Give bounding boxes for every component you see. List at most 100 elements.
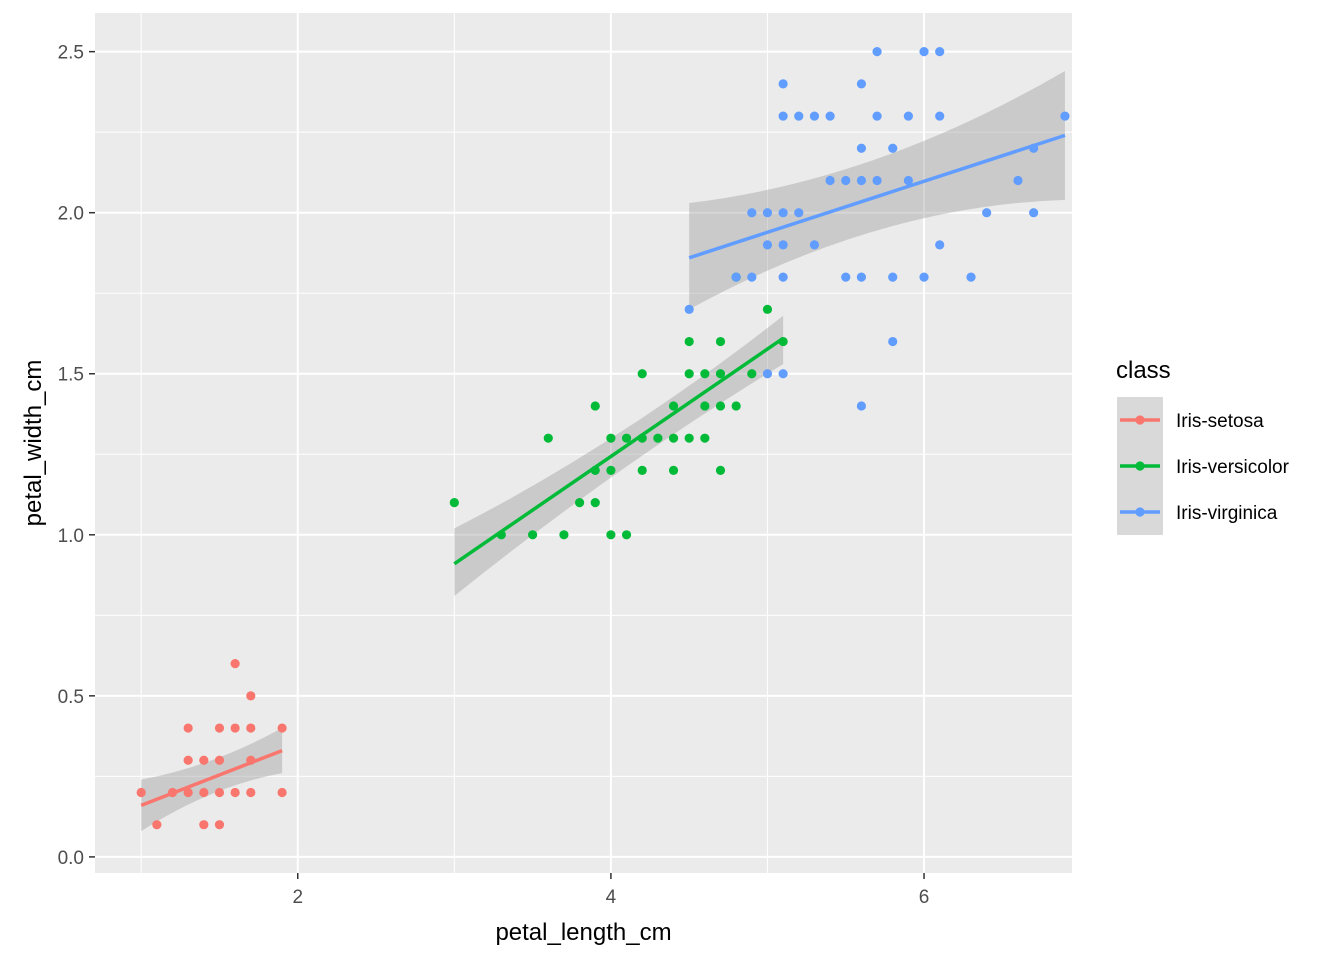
data-point-iris-virginica xyxy=(841,175,851,186)
data-point-iris-virginica xyxy=(872,111,882,121)
legend-key-point xyxy=(1135,415,1145,425)
data-point-iris-setosa xyxy=(246,787,256,798)
data-point-iris-versicolor xyxy=(606,433,616,443)
data-point-iris-versicolor xyxy=(684,433,694,443)
data-point-iris-virginica xyxy=(935,240,945,250)
data-point-iris-virginica xyxy=(966,272,976,282)
data-point-iris-virginica xyxy=(903,111,913,121)
y-tick-label: 1.5 xyxy=(58,365,84,386)
legend: class Iris-setosa Iris-versicolor Iris-virg… xyxy=(1116,357,1290,535)
data-point-iris-versicolor xyxy=(668,433,679,443)
data-point-iris-setosa xyxy=(183,755,193,765)
data-point-iris-versicolor xyxy=(590,497,600,508)
confidence-band-iris-versicolor xyxy=(454,315,784,596)
data-point-iris-virginica xyxy=(747,208,757,218)
data-point-iris-virginica xyxy=(856,272,867,282)
data-point-iris-virginica xyxy=(1060,111,1070,121)
data-point-iris-versicolor xyxy=(637,465,647,475)
confidence-band-iris-virginica xyxy=(689,70,1065,310)
data-point-iris-virginica xyxy=(1013,175,1023,186)
plot-panel xyxy=(95,13,1072,873)
data-point-iris-setosa xyxy=(246,691,256,701)
data-point-iris-versicolor xyxy=(731,401,741,411)
data-point-iris-versicolor xyxy=(715,369,726,379)
legend-key-point xyxy=(1135,507,1145,517)
data-point-iris-versicolor xyxy=(684,336,694,347)
fit-lines xyxy=(140,133,1066,807)
data-point-iris-setosa xyxy=(183,723,193,733)
data-point-iris-setosa xyxy=(136,787,146,798)
y-tick-label: 2.0 xyxy=(58,204,84,225)
data-point-iris-setosa xyxy=(199,787,209,798)
data-point-iris-virginica xyxy=(731,272,741,282)
data-point-iris-setosa xyxy=(152,820,162,830)
data-point-iris-virginica xyxy=(935,47,945,57)
data-point-iris-virginica xyxy=(762,240,773,250)
legend-key-point xyxy=(1135,461,1145,471)
data-point-iris-versicolor xyxy=(715,465,726,475)
data-point-iris-versicolor xyxy=(637,369,647,379)
data-point-iris-versicolor xyxy=(559,530,569,540)
data-point-iris-versicolor xyxy=(700,401,710,411)
x-tick-label: 2 xyxy=(292,887,303,908)
data-point-iris-virginica xyxy=(856,79,867,89)
x-tick-label: 6 xyxy=(919,887,930,908)
legend-label-iris-versicolor: Iris-versicolor xyxy=(1176,457,1290,478)
data-point-iris-virginica xyxy=(825,175,835,186)
data-point-iris-versicolor xyxy=(606,465,616,475)
data-point-iris-virginica xyxy=(809,111,820,121)
legend-label-iris-virginica: Iris-virginica xyxy=(1176,503,1278,524)
data-point-iris-virginica xyxy=(888,272,898,282)
data-point-iris-setosa xyxy=(199,755,209,765)
y-tick-label: 1.0 xyxy=(58,526,84,547)
data-point-iris-virginica xyxy=(888,336,898,347)
data-point-iris-virginica xyxy=(778,79,788,89)
data-point-iris-setosa xyxy=(277,787,287,798)
legend-title: class xyxy=(1116,357,1171,384)
data-point-iris-virginica xyxy=(684,304,694,314)
data-point-iris-virginica xyxy=(872,175,882,186)
data-points xyxy=(136,47,1070,830)
fit-line-iris-versicolor xyxy=(453,336,785,566)
data-point-iris-virginica xyxy=(919,47,929,57)
data-point-iris-versicolor xyxy=(715,401,726,411)
data-point-iris-setosa xyxy=(214,820,225,830)
gridlines xyxy=(95,13,1072,873)
data-point-iris-setosa xyxy=(214,723,225,733)
data-point-iris-setosa xyxy=(246,723,256,733)
data-point-iris-virginica xyxy=(778,369,788,379)
data-point-iris-setosa xyxy=(199,820,209,830)
data-point-iris-versicolor xyxy=(621,530,632,540)
data-point-iris-versicolor xyxy=(684,369,694,379)
data-point-iris-versicolor xyxy=(747,369,757,379)
data-point-iris-virginica xyxy=(935,111,945,121)
data-point-iris-virginica xyxy=(982,208,992,218)
data-point-iris-virginica xyxy=(903,175,913,186)
data-point-iris-setosa xyxy=(183,787,193,798)
data-point-iris-virginica xyxy=(762,369,773,379)
data-point-iris-versicolor xyxy=(762,304,773,314)
data-point-iris-virginica xyxy=(872,47,882,57)
data-point-iris-setosa xyxy=(230,659,240,669)
data-point-iris-virginica xyxy=(778,240,788,250)
data-point-iris-virginica xyxy=(856,401,867,411)
data-point-iris-versicolor xyxy=(715,336,726,347)
data-point-iris-versicolor xyxy=(590,401,600,411)
data-point-iris-versicolor xyxy=(528,530,538,540)
fit-line-iris-virginica xyxy=(688,133,1066,260)
data-point-iris-versicolor xyxy=(621,433,632,443)
data-point-iris-virginica xyxy=(888,143,898,153)
data-point-iris-virginica xyxy=(919,272,929,282)
data-point-iris-setosa xyxy=(214,755,225,765)
data-point-iris-versicolor xyxy=(449,497,459,508)
data-point-iris-virginica xyxy=(778,111,788,121)
data-point-iris-versicolor xyxy=(668,401,679,411)
data-point-iris-virginica xyxy=(809,240,820,250)
x-tick-label: 4 xyxy=(606,887,617,908)
data-point-iris-setosa xyxy=(230,723,240,733)
data-point-iris-versicolor xyxy=(653,433,663,443)
y-tick-label: 0.5 xyxy=(58,687,84,708)
fit-line-iris-setosa xyxy=(140,748,283,807)
data-point-iris-virginica xyxy=(794,111,804,121)
